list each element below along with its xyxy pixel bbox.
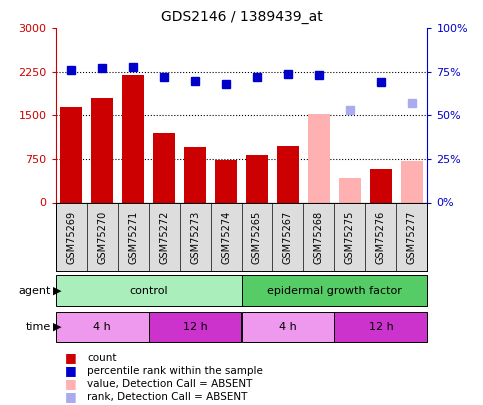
Text: epidermal growth factor: epidermal growth factor <box>267 286 402 296</box>
Text: GSM75272: GSM75272 <box>159 211 169 264</box>
Bar <box>91 98 113 202</box>
Text: ■: ■ <box>65 390 77 403</box>
Bar <box>277 146 299 202</box>
Bar <box>184 147 206 202</box>
Text: ■: ■ <box>65 364 77 377</box>
Bar <box>60 107 82 202</box>
Text: time: time <box>26 322 51 332</box>
Text: ▶: ▶ <box>53 286 62 296</box>
Text: GSM75268: GSM75268 <box>314 211 324 264</box>
Text: GSM75276: GSM75276 <box>376 211 386 264</box>
Bar <box>401 161 423 202</box>
Text: 12 h: 12 h <box>183 322 207 332</box>
Text: ■: ■ <box>65 352 77 365</box>
Text: percentile rank within the sample: percentile rank within the sample <box>87 366 263 376</box>
Bar <box>242 275 427 306</box>
Bar <box>56 312 149 342</box>
Bar <box>308 114 330 202</box>
Text: 4 h: 4 h <box>279 322 297 332</box>
Text: GDS2146 / 1389439_at: GDS2146 / 1389439_at <box>161 10 322 24</box>
Text: ▶: ▶ <box>53 322 62 332</box>
Bar <box>215 160 237 202</box>
Bar <box>56 275 242 306</box>
Text: GSM75265: GSM75265 <box>252 211 262 264</box>
Bar <box>339 177 361 202</box>
Text: GSM75274: GSM75274 <box>221 211 231 264</box>
Text: 4 h: 4 h <box>93 322 111 332</box>
Bar <box>370 169 392 202</box>
Text: GSM75267: GSM75267 <box>283 211 293 264</box>
Bar <box>246 155 268 202</box>
Bar <box>242 312 334 342</box>
Text: GSM75277: GSM75277 <box>407 211 417 264</box>
Text: rank, Detection Call = ABSENT: rank, Detection Call = ABSENT <box>87 392 247 402</box>
Text: GSM75275: GSM75275 <box>345 211 355 264</box>
Text: count: count <box>87 353 116 363</box>
Text: agent: agent <box>18 286 51 296</box>
Text: 12 h: 12 h <box>369 322 393 332</box>
Bar <box>149 312 242 342</box>
Bar <box>122 75 144 202</box>
Text: value, Detection Call = ABSENT: value, Detection Call = ABSENT <box>87 379 252 389</box>
Text: ■: ■ <box>65 377 77 390</box>
Text: control: control <box>129 286 168 296</box>
Bar <box>334 312 427 342</box>
Text: GSM75269: GSM75269 <box>66 211 76 264</box>
Text: GSM75273: GSM75273 <box>190 211 200 264</box>
Bar <box>153 133 175 202</box>
Text: GSM75270: GSM75270 <box>97 211 107 264</box>
Text: GSM75271: GSM75271 <box>128 211 138 264</box>
